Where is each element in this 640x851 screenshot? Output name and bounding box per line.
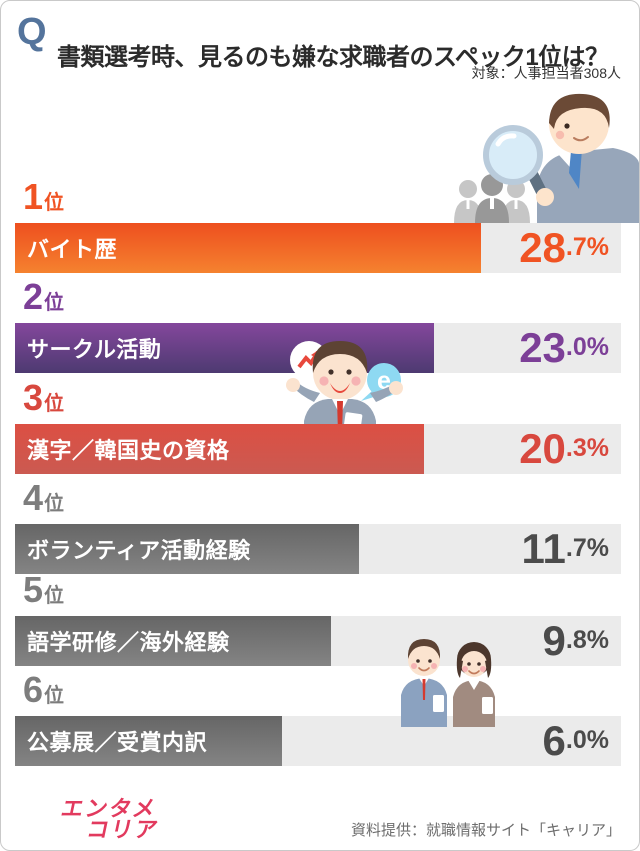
bar-category-label: ボランティア活動経験 xyxy=(27,538,251,563)
rank-label: 6位 xyxy=(23,669,65,710)
bar-category-label: バイト歴 xyxy=(27,237,118,262)
rank-label: 1位 xyxy=(23,176,65,217)
bar-value: 6.0% xyxy=(282,716,621,766)
bar: バイト歴 xyxy=(15,223,481,273)
rank-label: 5位 xyxy=(23,569,65,610)
bar-value: 23.0% xyxy=(434,323,621,373)
bar-category-label: 公募展／受賞内訳 xyxy=(27,730,208,755)
rank-row-5: 5位 語学研修／海外経験 9.8% xyxy=(15,570,621,666)
rank-row-1: 1位 バイト歴 28.7% xyxy=(15,177,621,273)
bar: ボランティア活動経験 xyxy=(15,524,359,574)
magnifier-lens-icon xyxy=(483,125,543,185)
source-note: 資料提供：就職情報サイト「キャリア」 xyxy=(350,822,621,839)
question-mark-label: Q xyxy=(17,11,47,53)
bar-category-label: 語学研修／海外経験 xyxy=(27,630,230,655)
bar-value: 20.3% xyxy=(424,424,621,474)
rank-label: 4位 xyxy=(23,477,65,518)
bar-value: 9.8% xyxy=(331,616,621,666)
bar: 公募展／受賞内訳 xyxy=(15,716,282,766)
rank-row-6: 6位 公募展／受賞内訳 6.0% xyxy=(15,670,621,766)
bar: サークル活動 xyxy=(15,323,434,373)
bar-value: 11.7% xyxy=(359,524,621,574)
page-title: 書類選考時、見るのも嫌な求職者のスペック1位は？ xyxy=(57,44,609,72)
bar-category-label: 漢字／韓国史の資格 xyxy=(27,438,230,463)
rank-label: 2位 xyxy=(23,276,65,317)
bar: 語学研修／海外経験 xyxy=(15,616,331,666)
rank-row-2: 2位 サークル活動 23.0% xyxy=(15,277,621,373)
bar-category-label: サークル活動 xyxy=(27,337,162,362)
rank-row-3: 3位 漢字／韓国史の資格 20.3% xyxy=(15,378,621,474)
entamekorea-logo: エンタメ コリア xyxy=(58,796,162,842)
bar-value: 28.7% xyxy=(481,223,621,273)
rank-row-4: 4位 ボランティア活動経験 11.7% xyxy=(15,478,621,574)
bar: 漢字／韓国史の資格 xyxy=(15,424,424,474)
rank-label: 3位 xyxy=(23,377,65,418)
survey-target-note: 対象：人事担当者308人 xyxy=(471,65,621,81)
